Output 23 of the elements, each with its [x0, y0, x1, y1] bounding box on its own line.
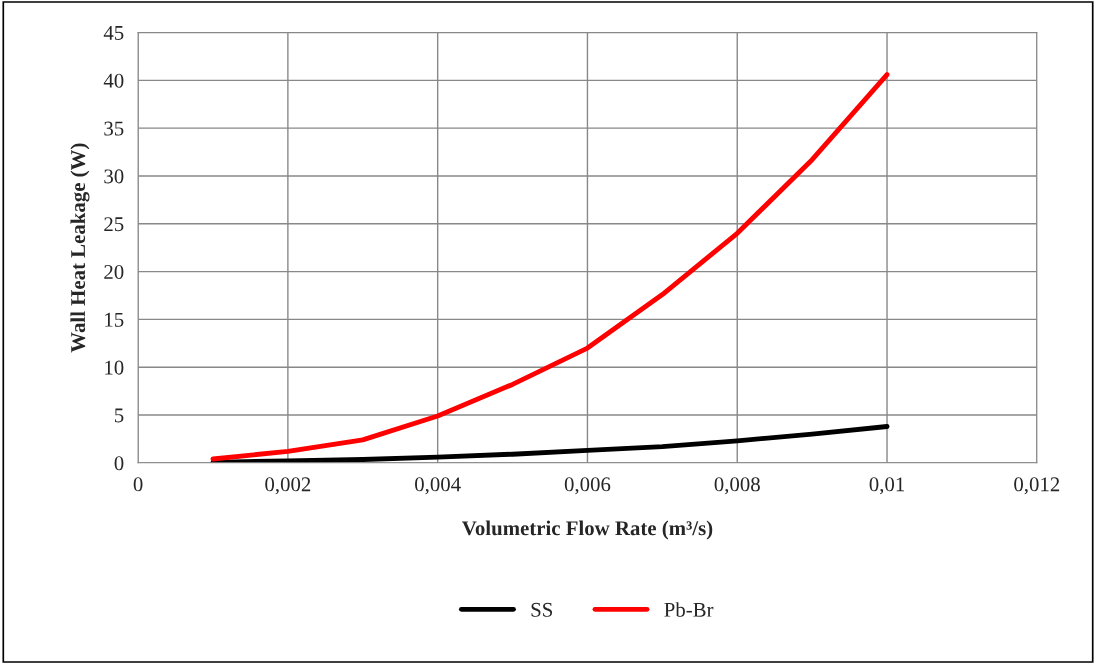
x-tick-label: 0,004 — [415, 477, 461, 495]
x-tick-label: 0,006 — [564, 477, 611, 495]
x-tick-label: 0,002 — [265, 477, 311, 495]
line-series — [210, 72, 890, 462]
y-tick-label: 35 — [104, 121, 124, 136]
x-tick-label: 0,008 — [714, 477, 760, 495]
y-tick-label: 45 — [103, 26, 124, 40]
y-tick-label: 10 — [105, 360, 124, 375]
y-tick-label: 0 — [114, 456, 124, 471]
x-tick-label: 0,01 — [869, 477, 905, 495]
y-axis-title: Wall Heat Leakage (W) — [70, 143, 90, 353]
y-tick-label: 40 — [103, 73, 124, 88]
legend-label: SS — [531, 602, 553, 617]
y-tick-label: 15 — [105, 312, 124, 327]
y-tick-label: 25 — [104, 217, 124, 232]
x-tick-label: 0,012 — [1014, 477, 1060, 495]
line-series — [210, 424, 890, 463]
y-tick-label: 30 — [104, 169, 124, 184]
x-tick-label: 0 — [133, 477, 143, 492]
x-axis-title: Volumetric Flow Rate (m³/s) — [462, 520, 713, 540]
y-tick-label: 5 — [115, 408, 124, 423]
y-tick-label: 20 — [104, 264, 124, 280]
legend-label: Pb-Br — [664, 602, 714, 617]
